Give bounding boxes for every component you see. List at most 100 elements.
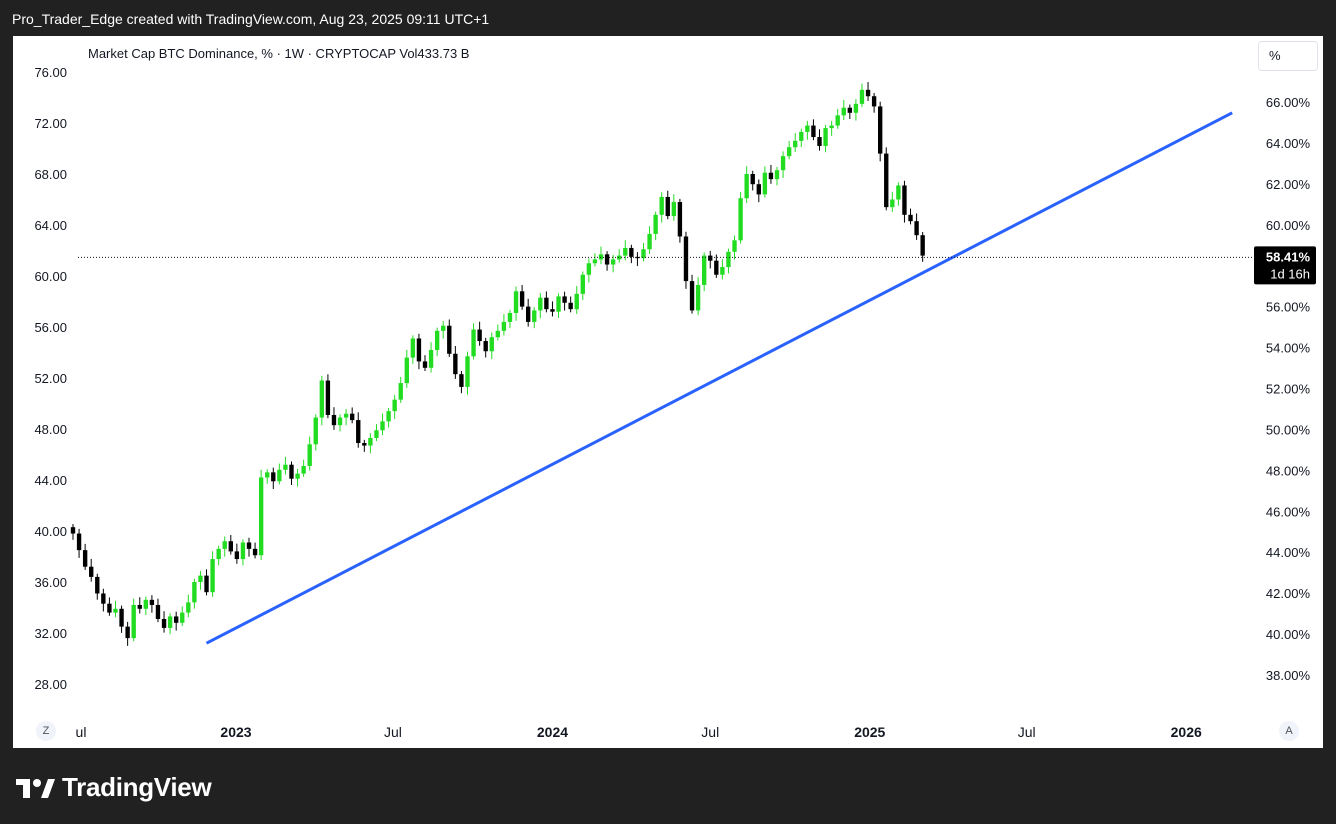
candle <box>890 191 895 212</box>
candle <box>428 342 434 373</box>
candle <box>604 251 610 271</box>
candle-body <box>234 551 240 560</box>
candle-body <box>750 174 755 185</box>
candle-body <box>519 291 525 307</box>
left-axis-tick: 56.00 <box>34 320 67 335</box>
candle <box>240 539 246 566</box>
unit-selector-button[interactable]: % <box>1258 41 1318 71</box>
candle <box>343 408 349 426</box>
candle <box>198 570 203 590</box>
candle <box>701 252 707 292</box>
time-axis-label: 2023 <box>220 724 251 740</box>
candle-body <box>920 235 925 256</box>
candle-body <box>368 437 373 446</box>
candle <box>762 166 768 198</box>
candle-body <box>380 421 385 431</box>
candle-body <box>768 172 774 180</box>
candle-body <box>695 284 701 311</box>
candle-body <box>532 310 537 322</box>
candle-body <box>210 559 215 593</box>
time-axis-label: ul <box>76 724 87 740</box>
candle-body <box>641 249 646 259</box>
candle <box>495 324 501 341</box>
candle-body <box>902 185 907 215</box>
candle <box>750 170 755 191</box>
candle-body <box>544 297 549 310</box>
candle-body <box>161 618 167 628</box>
candle <box>186 594 191 618</box>
right-axis-tick: 64.00% <box>1266 136 1311 151</box>
candle <box>780 151 786 178</box>
candle <box>513 286 519 321</box>
candle <box>113 600 118 618</box>
candle-body <box>659 196 664 215</box>
candle-body <box>786 147 792 157</box>
candle-body <box>416 338 422 362</box>
candle <box>714 254 719 278</box>
candle <box>119 605 124 633</box>
time-axis-label: 2025 <box>854 724 885 740</box>
right-axis-tick: 48.00% <box>1266 463 1311 478</box>
candle <box>416 333 422 370</box>
candle <box>920 232 925 262</box>
candle <box>914 213 919 240</box>
candle <box>374 424 379 442</box>
candle <box>125 621 130 646</box>
candle-body <box>392 399 397 412</box>
candle <box>380 413 385 435</box>
right-axis-tick: 40.00% <box>1266 627 1311 642</box>
candle <box>89 558 94 582</box>
candle-body <box>362 443 367 446</box>
chart-legend[interactable]: Market Cap BTC Dominance, % · 1W · CRYPT… <box>88 46 470 61</box>
candle <box>246 537 252 557</box>
candle <box>143 596 149 616</box>
candle <box>653 211 658 241</box>
candle <box>422 355 428 371</box>
candle <box>283 456 288 475</box>
candle <box>356 412 361 448</box>
candle <box>610 254 616 273</box>
candle <box>592 253 598 267</box>
candle-body <box>167 616 173 628</box>
candle-body <box>204 575 209 593</box>
candle <box>295 468 300 487</box>
candle <box>756 179 761 203</box>
candle <box>465 351 470 395</box>
right-axis-tick: 38.00% <box>1266 668 1311 683</box>
candle-body <box>216 548 221 560</box>
candle <box>313 414 318 451</box>
candle-body <box>780 156 786 171</box>
candle <box>877 101 883 162</box>
trendline-layer <box>205 111 1233 645</box>
right-axis-tick: 56.00% <box>1266 300 1311 315</box>
candle <box>252 542 258 559</box>
candle-body <box>447 325 452 354</box>
tradingview-logo-icon <box>16 779 55 798</box>
candle <box>453 345 458 379</box>
candle <box>617 249 622 263</box>
candle-body <box>477 329 482 342</box>
candle-body <box>149 599 155 605</box>
candle <box>216 545 221 566</box>
candle-body <box>623 247 628 256</box>
candle <box>568 296 573 313</box>
candle-body <box>228 541 233 552</box>
time-axis-label: 2024 <box>537 724 568 740</box>
right-axis-tick: 46.00% <box>1266 504 1311 519</box>
candle-body <box>246 542 252 549</box>
trendline[interactable] <box>205 111 1233 645</box>
candle-body <box>538 297 543 311</box>
right-axis-tick: 50.00% <box>1266 422 1311 437</box>
candle-body <box>343 413 349 418</box>
candle-body <box>501 321 507 331</box>
candle-body <box>799 131 804 141</box>
candle <box>483 337 488 358</box>
candle <box>726 248 731 274</box>
candle-body <box>556 296 561 312</box>
candle <box>101 588 106 612</box>
auto-scale-button[interactable]: A <box>1279 721 1299 741</box>
candle <box>665 190 670 220</box>
zoom-reset-button[interactable]: Z <box>36 721 56 741</box>
candle <box>471 323 476 360</box>
